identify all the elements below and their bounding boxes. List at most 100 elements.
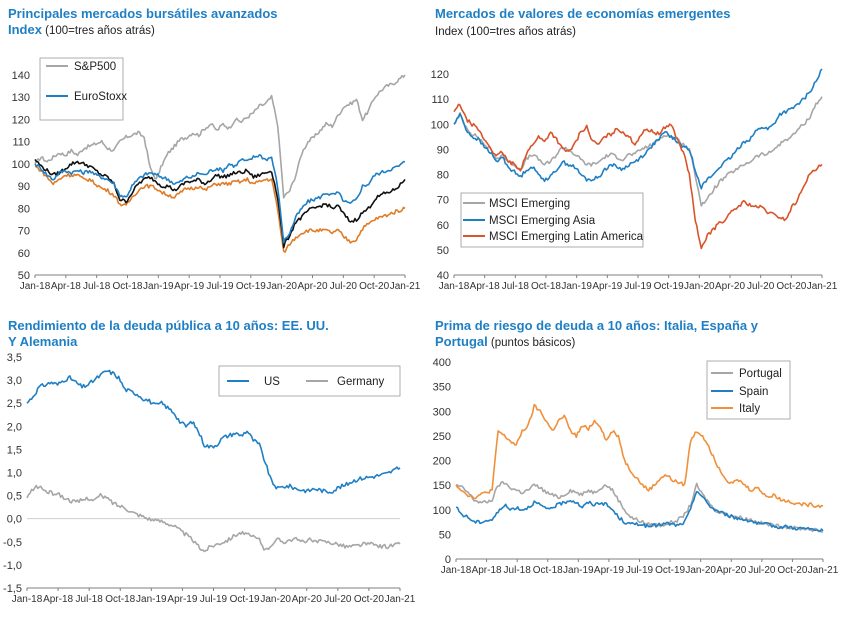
x-tick-label: Oct-20 [359, 281, 389, 292]
y-tick-label: -0,5 [3, 537, 22, 549]
y-tick-label: 0,0 [7, 514, 22, 526]
y-tick-label: 90 [18, 181, 30, 193]
chart-subtitle: Index (100=tres años atrás) [8, 23, 155, 38]
x-tick-label: Jan-20 [260, 594, 291, 605]
x-tick-label: Jan-21 [807, 281, 838, 292]
legend-label: MSCI Emerging Latin America [489, 231, 644, 243]
legend-box [460, 192, 644, 248]
y-tick-label: 1,0 [7, 468, 22, 480]
legend-label: Germany [337, 376, 385, 388]
x-tick-label: Jul-20 [747, 281, 775, 292]
legend-label: MSCI Emerging [489, 198, 570, 210]
x-tick-label: Oct-18 [105, 594, 135, 605]
y-tick-label: 50 [18, 270, 30, 282]
chart-title-line1: Rendimiento de la deuda pública a 10 año… [8, 318, 329, 333]
y-tick-label: -1,0 [3, 560, 22, 572]
series-line [34, 74, 406, 199]
y-tick-label: 0,5 [7, 491, 22, 503]
x-tick-label: Oct-19 [230, 594, 260, 605]
series-line [455, 490, 824, 533]
legend: US Germany [218, 365, 401, 397]
x-tick-label: Apr-20 [292, 594, 322, 605]
x-tick-label: Jan-18 [439, 281, 470, 292]
series-line [34, 158, 406, 249]
series-line [453, 96, 823, 207]
x-tick-label: Apr-18 [43, 594, 73, 605]
y-tick-label: 70 [18, 226, 30, 238]
y-tick-label: 100 [431, 119, 449, 131]
chart-title-line2: Portugal (puntos básicos) [435, 334, 575, 351]
y-tick-label: 50 [439, 529, 451, 541]
y-tick-label: 1,5 [7, 444, 22, 456]
chart-title: Mercados de valores de economías emergen… [435, 6, 731, 21]
chart-subtitle: Index (100=tres años atrás) [435, 26, 576, 38]
series-line [453, 103, 823, 250]
y-tick-label: 3,0 [7, 375, 22, 387]
series-line [34, 165, 406, 253]
y-tick-label: 200 [433, 456, 451, 468]
chart-panel-advanced-markets: Principales mercados bursátiles avanzado… [0, 0, 427, 310]
y-tick-label: 80 [437, 170, 449, 182]
x-tick-label: Jan-19 [561, 281, 592, 292]
x-tick-label: Jan-18 [20, 281, 51, 292]
x-tick-label: Apr-19 [174, 281, 204, 292]
x-tick-label: Jul-18 [83, 281, 111, 292]
x-tick-label: Oct-18 [112, 281, 142, 292]
y-tick-label: 110 [431, 94, 449, 106]
x-tick-label: Jul-18 [502, 281, 530, 292]
y-tick-label: 2,5 [7, 398, 22, 410]
y-tick-label: 120 [12, 114, 30, 126]
series-line [453, 68, 823, 190]
chart-panel-risk-premium: Prima de riesgo de deuda a 10 años: Ital… [427, 310, 854, 620]
x-tick-label: Jan-18 [12, 594, 43, 605]
y-tick-label: 400 [433, 357, 451, 369]
series-line [455, 403, 824, 509]
series-line [26, 484, 401, 553]
x-tick-label: Jul-19 [626, 565, 654, 576]
y-tick-label: 0 [445, 554, 451, 566]
x-tick-label: Jul-19 [206, 281, 234, 292]
x-tick-label: Jan-18 [441, 565, 472, 576]
x-tick-label: Apr-18 [472, 565, 502, 576]
x-tick-label: Jan-20 [685, 565, 716, 576]
x-tick-label: Jul-20 [324, 594, 352, 605]
chart-title: Principales mercados bursátiles avanzado… [8, 6, 278, 21]
x-tick-label: Oct-20 [777, 565, 807, 576]
x-tick-label: Apr-19 [594, 565, 624, 576]
y-tick-label: 250 [433, 431, 451, 443]
x-tick-label: Jan-19 [563, 565, 594, 576]
x-tick-label: Apr-20 [715, 281, 745, 292]
legend-label: MSCI Emerging Asia [489, 215, 596, 227]
series-line [34, 154, 405, 244]
x-tick-label: Jan-21 [390, 281, 421, 292]
chart-panel-government-bond-yields: Rendimiento de la deuda pública a 10 año… [0, 310, 427, 620]
y-tick-label: 100 [12, 159, 30, 171]
x-tick-label: Apr-18 [470, 281, 500, 292]
chart-title-line1: Prima de riesgo de deuda a 10 años: Ital… [435, 318, 758, 333]
legend-box [39, 57, 124, 121]
x-tick-label: Jan-20 [266, 281, 297, 292]
x-tick-label: Jul-18 [504, 565, 532, 576]
y-tick-label: 300 [433, 406, 451, 418]
y-tick-label: 140 [12, 70, 30, 82]
legend-label: US [264, 376, 280, 388]
x-tick-label: Jul-20 [330, 281, 358, 292]
legend: Portugal Spain Italy [706, 360, 791, 420]
y-tick-label: 40 [437, 270, 449, 282]
chart-title-line2: Y Alemania [8, 334, 78, 349]
y-tick-label: 110 [12, 137, 30, 149]
legend: MSCI Emerging MSCI Emerging Asia MSCI Emer… [460, 192, 644, 248]
series-line [455, 480, 824, 533]
x-tick-label: Apr-19 [167, 594, 197, 605]
x-tick-label: Oct-20 [354, 594, 384, 605]
x-tick-label: Oct-18 [531, 281, 561, 292]
y-tick-label: 60 [18, 248, 30, 260]
subtitle-index-label: Index [8, 22, 42, 37]
x-tick-label: Jul-18 [76, 594, 104, 605]
x-tick-label: Jul-19 [624, 281, 652, 292]
x-tick-label: Oct-19 [654, 281, 684, 292]
y-tick-label: 90 [437, 144, 449, 156]
legend-label: S&P500 [74, 61, 116, 73]
